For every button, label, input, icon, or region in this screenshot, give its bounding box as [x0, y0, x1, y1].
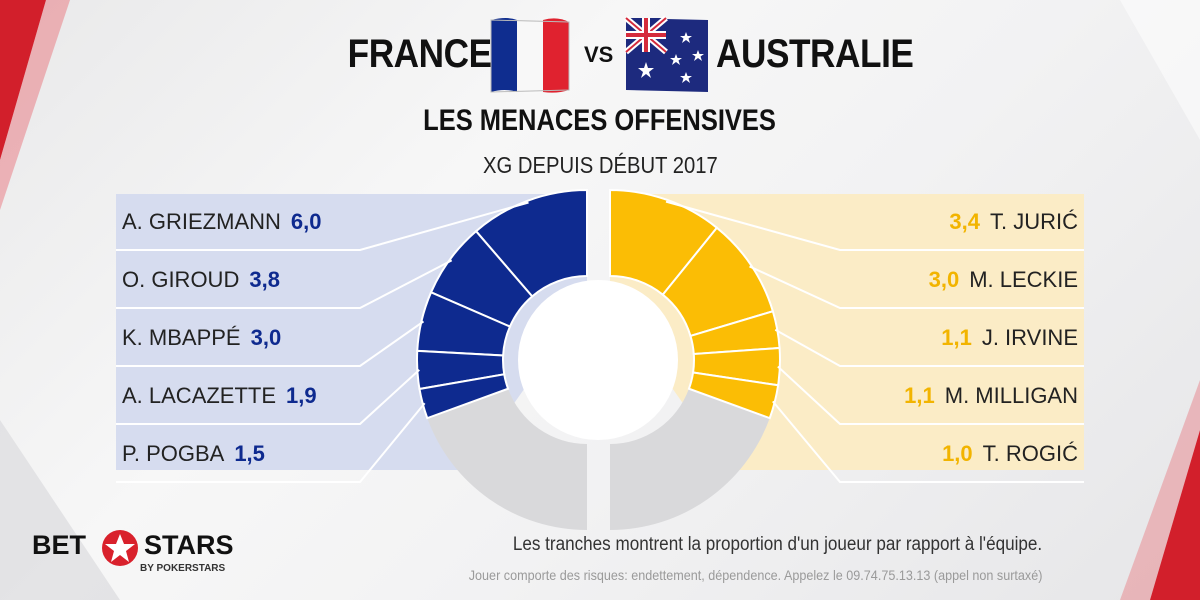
vs-label: VS [584, 42, 614, 67]
corner-accent-top-left [0, 0, 70, 210]
slice-australie-5 [687, 371, 780, 420]
facet-bottom-left [0, 420, 120, 600]
betstars-logo[interactable]: BET STARS BY POKERSTARS [32, 530, 242, 580]
player-name-australie-1: T. JURIĆ [990, 209, 1078, 234]
logo-tagline: BY POKERSTARS [140, 563, 226, 574]
disclaimer: Jouer comporte des risques: endettement,… [468, 567, 1042, 583]
player-value-france-2: 3,8 [249, 267, 280, 292]
chart-title: LES MENACES OFFENSIVES [423, 104, 777, 137]
row-divider-france-4 [116, 369, 420, 425]
remainder-slice-australie [610, 388, 770, 530]
logo-word-bet: BET [32, 530, 86, 560]
footnote: Les tranches montrent la proportion d'un… [512, 534, 1042, 555]
player-value-france-4: 1,9 [286, 383, 317, 408]
player-value-france-5: 1,5 [234, 441, 265, 466]
player-name-france-4: A. LACAZETTE [122, 383, 276, 408]
player-value-france-1: 6,0 [291, 209, 322, 234]
player-value-australie-5: 1,0 [942, 441, 973, 466]
slice-france-5 [418, 373, 510, 420]
player-name-france-2: O. GIROUD [122, 267, 239, 292]
player-name-australie-5: T. ROGIĆ [983, 441, 1078, 466]
row-divider-france-1 [116, 201, 529, 251]
player-name-australie-2: M. LECKIE [969, 267, 1078, 292]
row-divider-france-5 [116, 402, 426, 483]
facet-top-right [1120, 0, 1200, 140]
france-flag-icon [490, 18, 570, 94]
player-value-australie-1: 3,4 [949, 209, 980, 234]
donut-hole [518, 280, 678, 440]
logo-word-stars: STARS [144, 530, 234, 560]
corner-stripe-bottom-right [1150, 430, 1200, 600]
australia-flag-icon [624, 15, 708, 92]
player-name-australie-4: M. MILLIGAN [945, 383, 1078, 408]
row-divider-france-3 [116, 320, 425, 367]
player-name-australie-3: J. IRVINE [982, 325, 1078, 350]
player-name-france-1: A. GRIEZMANN [122, 209, 281, 234]
row-divider-australie-5 [772, 400, 1084, 483]
player-value-france-3: 3,0 [251, 325, 282, 350]
row-divider-australie-1 [665, 200, 1084, 251]
row-divider-australie-3 [774, 328, 1084, 367]
player-value-australie-4: 1,1 [904, 383, 935, 408]
team-right-name: AUSTRALIE [716, 32, 914, 76]
row-divider-france-2 [116, 259, 453, 309]
star-icon [102, 530, 138, 566]
player-name-france-3: K. MBAPPÉ [122, 325, 241, 350]
player-name-france-5: P. POGBA [122, 441, 225, 466]
row-divider-australie-2 [749, 265, 1084, 309]
title-row: FRANCE VS [0, 8, 1200, 98]
chart-subtitle: XG DEPUIS DÉBUT 2017 [482, 152, 718, 178]
player-value-australie-2: 3,0 [929, 267, 960, 292]
corner-stripe-top-left [0, 0, 46, 160]
row-divider-australie-4 [777, 365, 1084, 425]
corner-accent-bottom-right [1120, 380, 1200, 600]
remainder-slice-france [427, 388, 587, 530]
player-value-australie-3: 1,1 [941, 325, 972, 350]
team-left-name: FRANCE [347, 32, 492, 76]
